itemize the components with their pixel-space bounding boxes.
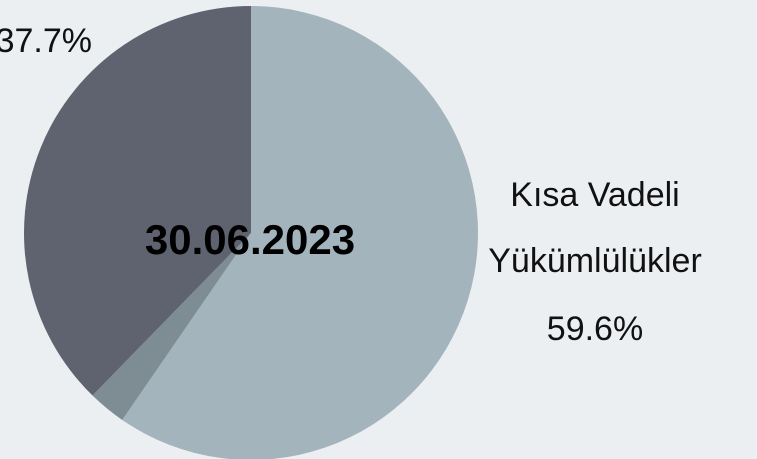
slice-value-label: 37.7% — [0, 22, 92, 60]
pie-slice — [92, 233, 251, 420]
pie-slice — [122, 6, 478, 459]
slice-value-label: 59.6% — [546, 310, 644, 348]
chart-title: 30.06.2023 — [145, 216, 355, 263]
pie-slice — [24, 6, 252, 396]
slice-label: Kısa Vadeli Yükümlülükler — [488, 176, 702, 280]
